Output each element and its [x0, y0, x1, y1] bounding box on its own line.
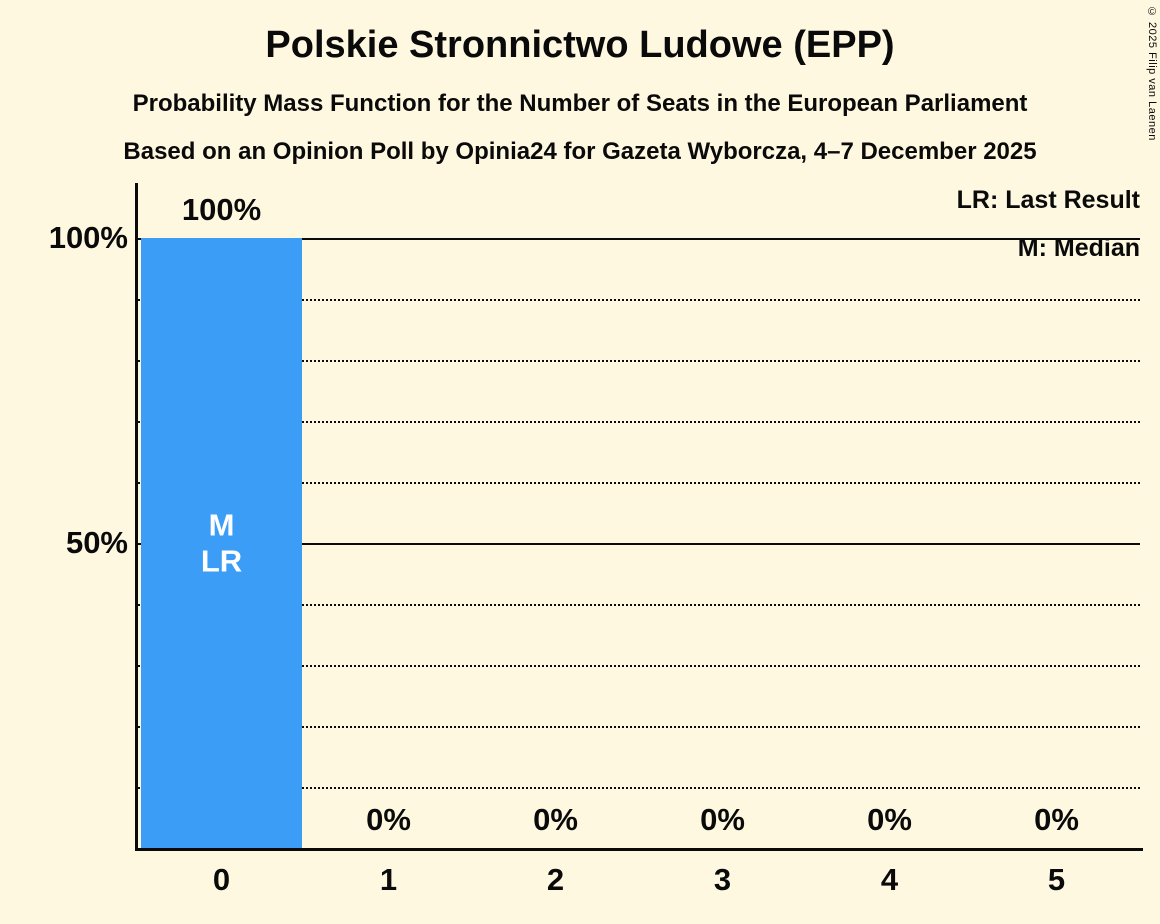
- x-tick-label-3: 3: [713, 862, 732, 897]
- y-axis-label-100: 100%: [48, 220, 128, 255]
- bar-column-5: 0%: [973, 238, 1140, 848]
- bar-value-label-1: 0%: [366, 802, 411, 837]
- bar-column-4: 0%: [806, 238, 973, 848]
- y-axis-label-50: 50%: [65, 525, 128, 560]
- gridline-90: [138, 299, 1140, 301]
- median-marker: M: [208, 507, 235, 543]
- x-tick-label-0: 0: [212, 862, 231, 897]
- gridline-40: [138, 604, 1140, 606]
- gridline-100: [138, 238, 1140, 240]
- gridline-20: [138, 726, 1140, 728]
- gridline-60: [138, 482, 1140, 484]
- x-tick-label-5: 5: [1047, 862, 1066, 897]
- chart-source-line: Based on an Opinion Poll by Opinia24 for…: [123, 138, 1037, 165]
- plot-area: M LR 100% 0% 0% 0% 0% 0%: [138, 192, 1140, 848]
- bar-seats-0: M LR: [141, 238, 302, 848]
- bar-value-label-5: 0%: [1034, 802, 1079, 837]
- gridline-70: [138, 421, 1140, 423]
- bar-column-1: 0%: [305, 238, 472, 848]
- bar-column-2: 0%: [472, 238, 639, 848]
- last-result-marker: LR: [200, 543, 243, 578]
- x-axis: [135, 848, 1143, 851]
- bar-column-0: M LR 100%: [138, 192, 305, 848]
- bar-value-label-4: 0%: [867, 802, 912, 837]
- bar-value-label-0: 100%: [181, 192, 262, 227]
- legend-last-result: LR: Last Result: [956, 186, 1140, 214]
- gridline-80: [138, 360, 1140, 362]
- gridline-30: [138, 665, 1140, 667]
- x-tick-label-2: 2: [546, 862, 565, 897]
- chart-title: Polskie Stronnictwo Ludowe (EPP): [265, 24, 895, 66]
- x-tick-label-1: 1: [379, 862, 398, 897]
- bar-column-3: 0%: [639, 238, 806, 848]
- gridline-50: [138, 543, 1140, 545]
- copyright-notice: © 2025 Filip van Laenen: [1146, 6, 1158, 141]
- chart-subtitle: Probability Mass Function for the Number…: [132, 90, 1028, 117]
- bar-value-label-2: 0%: [533, 802, 578, 837]
- bar-value-label-3: 0%: [700, 802, 745, 837]
- y-axis: [135, 183, 138, 851]
- x-tick-label-4: 4: [880, 862, 899, 897]
- bar-annotation: M LR: [141, 507, 302, 578]
- gridline-10: [138, 787, 1140, 789]
